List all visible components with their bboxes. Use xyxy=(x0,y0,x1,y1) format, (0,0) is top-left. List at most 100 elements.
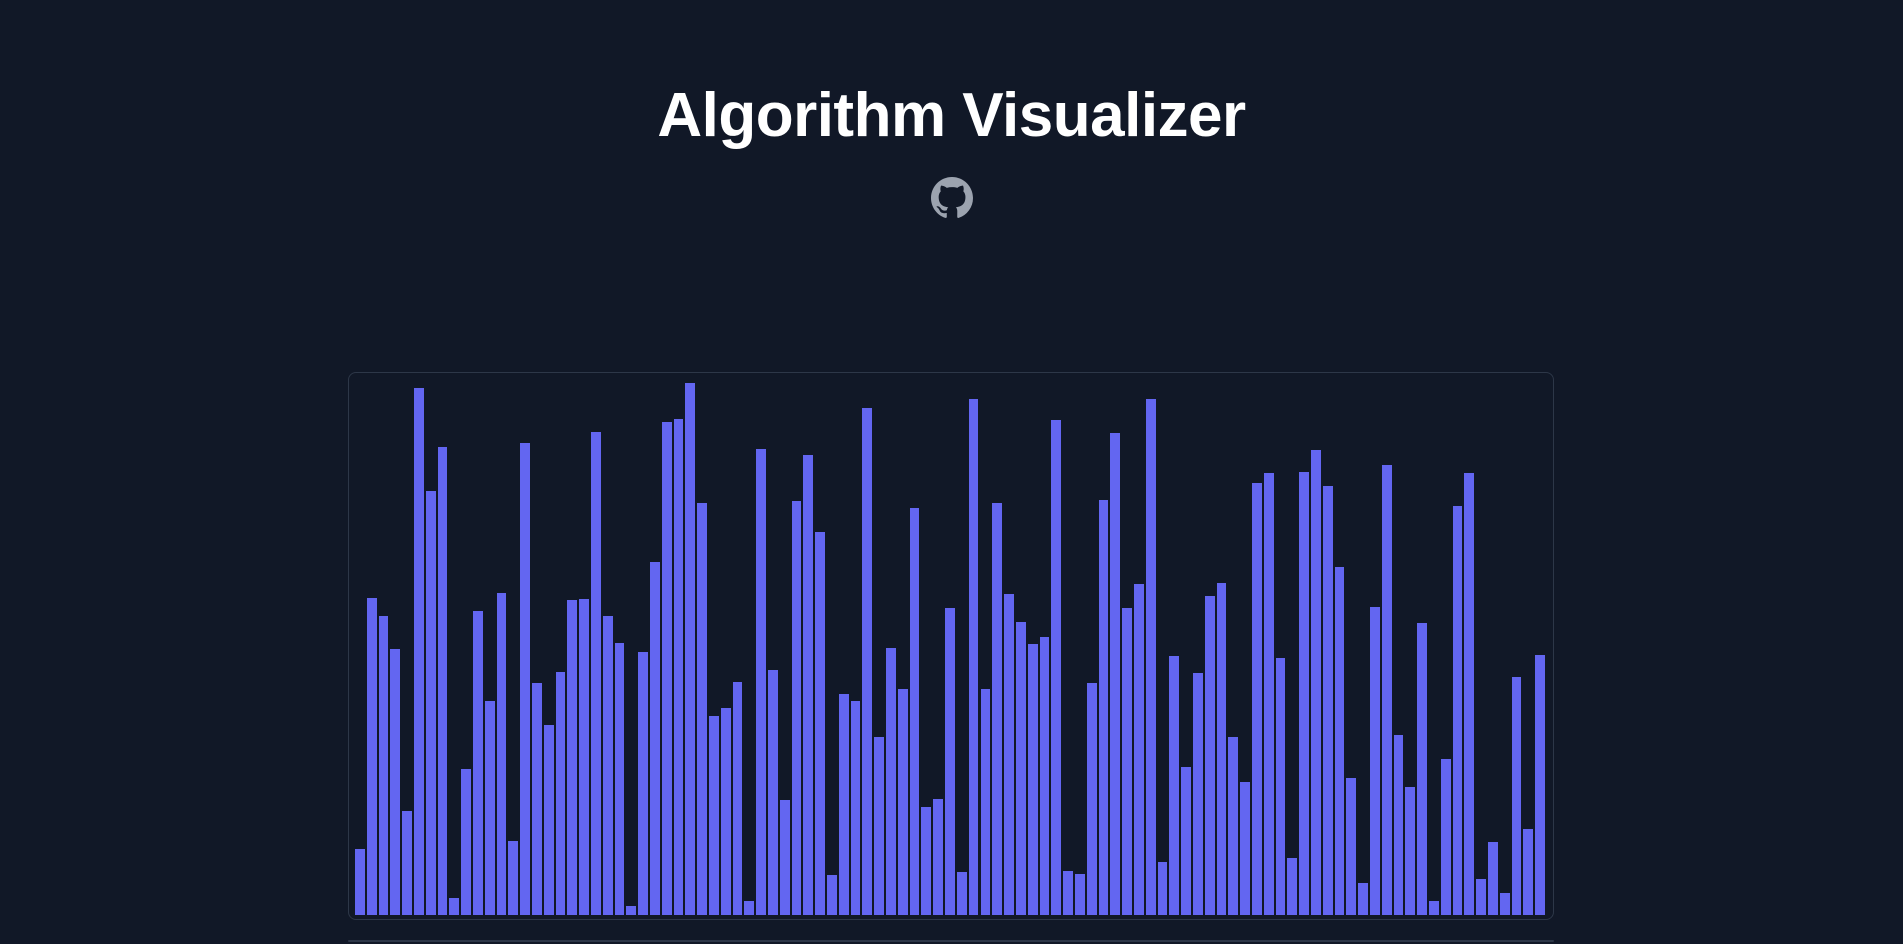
page-title: Algorithm Visualizer xyxy=(657,81,1246,150)
array-bar xyxy=(614,642,625,915)
array-bar xyxy=(437,446,448,915)
array-bar xyxy=(661,421,672,915)
array-bar xyxy=(567,599,578,915)
controls-divider xyxy=(348,940,1554,942)
array-bar xyxy=(909,507,920,915)
array-bar xyxy=(602,615,613,915)
array-bar xyxy=(1169,655,1180,915)
array-bar xyxy=(355,848,365,915)
array-bar xyxy=(496,593,507,915)
array-bar xyxy=(980,688,991,915)
github-link[interactable] xyxy=(931,177,973,219)
array-bar xyxy=(1405,787,1416,915)
array-bar xyxy=(1133,583,1144,915)
array-bar xyxy=(1428,901,1439,915)
array-bar xyxy=(850,700,861,915)
array-bar xyxy=(1145,399,1156,915)
github-icon xyxy=(931,177,973,218)
array-bar xyxy=(402,811,412,915)
array-bar xyxy=(933,799,944,915)
array-bar xyxy=(1535,654,1545,915)
array-bar xyxy=(508,841,519,915)
array-bar xyxy=(1004,594,1014,915)
array-bar xyxy=(803,455,814,915)
array-bar xyxy=(1251,482,1262,915)
array-bar xyxy=(390,649,401,915)
array-bar xyxy=(484,700,495,915)
array-bar xyxy=(449,897,460,915)
array-bar xyxy=(1110,432,1121,915)
array-bar xyxy=(815,532,826,915)
array-bar xyxy=(862,407,873,915)
array-bar xyxy=(626,906,637,915)
array-bar xyxy=(650,562,660,915)
array-bar xyxy=(1511,677,1522,915)
array-bar xyxy=(756,448,767,915)
array-bar xyxy=(1216,582,1227,915)
array-bar xyxy=(1476,878,1486,915)
array-bar xyxy=(1098,500,1109,915)
array-bar xyxy=(1181,767,1191,915)
array-bar xyxy=(532,683,542,915)
array-bar xyxy=(1346,777,1357,915)
array-bar xyxy=(1051,419,1062,915)
array-bar xyxy=(1464,473,1475,915)
array-bar xyxy=(1027,643,1038,915)
array-bar xyxy=(461,769,471,915)
array-bar xyxy=(685,383,696,915)
array-bar xyxy=(1015,622,1026,915)
array-bar xyxy=(555,671,566,915)
array-bar xyxy=(945,608,955,915)
array-bar xyxy=(1074,874,1085,915)
array-bar xyxy=(1523,829,1534,915)
array-bar xyxy=(1499,892,1510,915)
array-bar xyxy=(1310,449,1321,915)
array-bar xyxy=(1263,473,1274,915)
array-bar xyxy=(720,708,731,915)
visualizer-panel xyxy=(348,372,1554,920)
array-bar xyxy=(838,694,849,915)
array-bar xyxy=(543,725,554,915)
array-bar xyxy=(1452,505,1463,915)
array-bar xyxy=(1157,862,1168,915)
array-bar xyxy=(921,806,932,915)
array-bar xyxy=(1487,842,1498,915)
array-bar xyxy=(779,800,790,915)
array-bar xyxy=(1086,683,1097,915)
array-bar xyxy=(791,501,802,915)
array-bar xyxy=(1322,486,1333,915)
array-bar xyxy=(1192,672,1203,915)
array-bar xyxy=(1287,858,1298,915)
array-bar xyxy=(874,737,885,915)
array-bar xyxy=(992,503,1003,915)
array-bar xyxy=(378,615,389,915)
array-bar xyxy=(1228,737,1239,915)
array-bar xyxy=(768,669,778,915)
array-bar xyxy=(1039,637,1050,915)
array-bar xyxy=(1063,871,1073,915)
array-bar xyxy=(732,682,743,915)
array-bar xyxy=(673,418,684,915)
array-bar xyxy=(1440,758,1451,915)
array-bar xyxy=(968,399,979,915)
array-bar xyxy=(1417,623,1427,915)
array-bar xyxy=(1393,734,1404,915)
array-bar xyxy=(520,443,531,915)
array-bar xyxy=(425,490,436,915)
array-bar xyxy=(414,387,424,915)
array-bar xyxy=(827,875,837,915)
array-bar xyxy=(697,503,708,915)
array-bar xyxy=(709,715,719,915)
array-bar xyxy=(1204,595,1215,915)
array-bar xyxy=(1299,472,1309,915)
array-bar xyxy=(1334,566,1345,915)
array-bar xyxy=(638,652,649,915)
array-bar xyxy=(473,610,483,915)
array-bar xyxy=(1358,882,1368,915)
array-bar xyxy=(1122,608,1132,915)
array-bar xyxy=(591,431,601,915)
array-bar xyxy=(956,872,967,915)
array-bar xyxy=(1381,464,1392,915)
array-bar xyxy=(897,688,908,915)
